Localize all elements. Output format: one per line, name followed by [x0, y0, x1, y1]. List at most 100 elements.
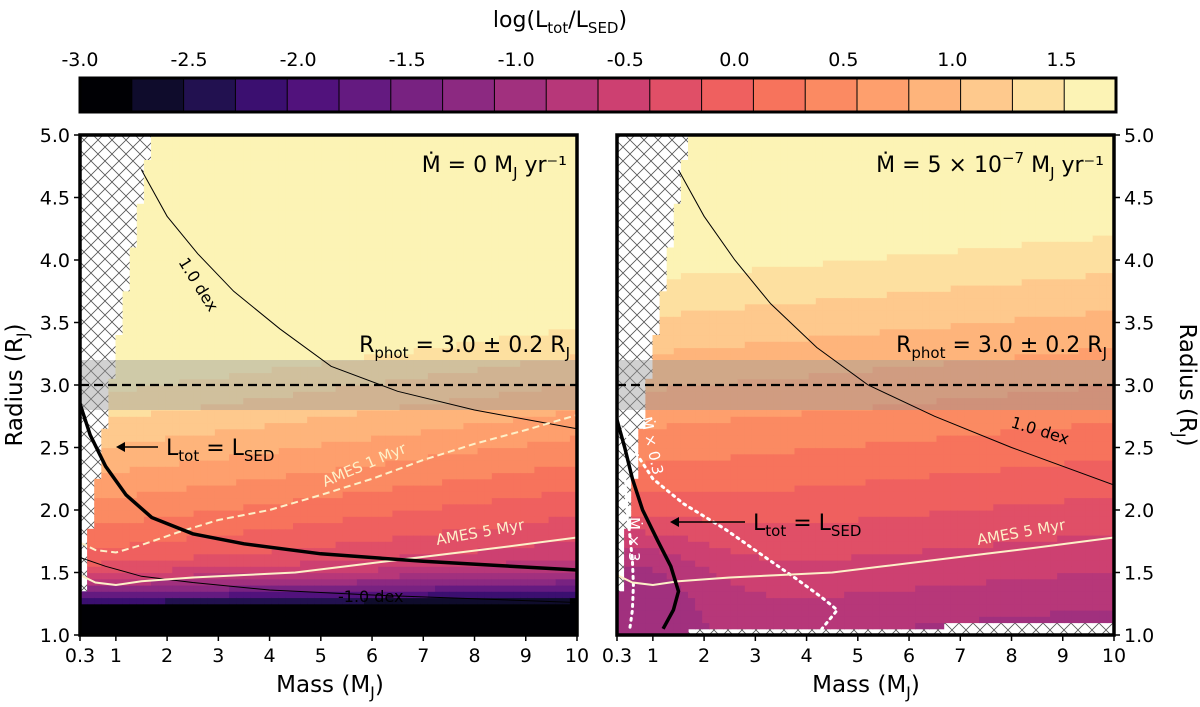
field-cell: [385, 172, 393, 180]
field-cell: [463, 597, 472, 605]
field-cell: [378, 291, 386, 299]
field-cell: [186, 553, 195, 561]
field-cell: [356, 510, 365, 517]
field-cell: [314, 372, 322, 380]
field-cell: [513, 172, 521, 180]
field-cell: [477, 441, 486, 449]
field-cell: [449, 428, 457, 436]
field-cell: [456, 141, 464, 149]
field-cell: [307, 160, 315, 167]
field-cell: [484, 166, 493, 174]
field-cell: [335, 160, 344, 167]
field-cell: [463, 572, 472, 580]
field-cell: [506, 597, 514, 605]
field-cell: [285, 460, 294, 467]
field-cell: [520, 372, 528, 380]
field-cell: [470, 572, 479, 580]
field-cell: [285, 141, 294, 149]
field-cell: [399, 503, 408, 511]
field-cell: [449, 466, 457, 474]
field-cell: [477, 347, 486, 355]
field-cell: [143, 541, 152, 549]
field-cell: [229, 222, 237, 230]
field-cell: [506, 210, 514, 217]
field-cell: [151, 235, 159, 242]
field-cell: [534, 603, 543, 611]
field-cell: [399, 297, 408, 305]
field-cell: [307, 335, 315, 342]
field-cell: [470, 366, 479, 374]
field-cell: [94, 478, 102, 486]
field-cell: [222, 535, 230, 542]
field-cell: [406, 416, 415, 424]
field-cell: [300, 616, 308, 624]
field-cell: [243, 622, 251, 630]
field-cell: [392, 603, 401, 611]
field-cell: [321, 235, 330, 242]
field-cell: [456, 247, 464, 255]
field-cell: [158, 422, 166, 430]
colorbar-tick-label: -3.0: [61, 49, 98, 71]
field-cell: [307, 591, 315, 599]
field-cell: [151, 472, 159, 480]
field-cell: [392, 185, 401, 192]
field-cell: [108, 566, 117, 574]
field-cell: [143, 166, 152, 174]
field-cell: [520, 272, 528, 280]
field-cell: [442, 260, 450, 267]
field-cell: [243, 560, 251, 567]
field-cell: [122, 403, 131, 411]
field-cell: [172, 272, 180, 280]
field-cell: [214, 360, 223, 367]
field-cell: [420, 247, 429, 255]
field-cell: [278, 560, 287, 567]
field-cell: [449, 372, 457, 380]
field-cell: [449, 516, 457, 524]
field-cell: [271, 516, 280, 524]
field-cell: [498, 191, 507, 199]
field-cell: [314, 160, 322, 167]
field-cell: [222, 360, 230, 367]
field-cell: [115, 591, 124, 599]
field-cell: [136, 528, 145, 536]
field-cell: [435, 303, 443, 311]
field-cell: [456, 510, 464, 517]
field-cell: [463, 410, 472, 417]
field-cell: [335, 260, 344, 267]
field-cell: [427, 241, 436, 249]
field-cell: [520, 285, 528, 292]
field-cell: [491, 222, 500, 230]
field-cell: [300, 197, 308, 205]
field-cell: [314, 522, 322, 530]
field-cell: [207, 516, 216, 524]
field-cell: [243, 522, 251, 530]
field-cell: [214, 153, 223, 161]
field-cell: [236, 503, 244, 511]
field-cell: [449, 460, 457, 467]
field-cell: [527, 485, 535, 492]
field-cell: [193, 447, 202, 455]
field-cell: [541, 178, 550, 186]
field-cell: [136, 447, 145, 455]
field-cell: [115, 335, 124, 342]
field-cell: [385, 341, 393, 349]
field-cell: [193, 578, 202, 586]
field-cell: [87, 591, 95, 599]
field-cell: [179, 447, 188, 455]
field-cell: [122, 560, 131, 567]
field-cell: [278, 222, 287, 230]
field-cell: [250, 310, 259, 317]
field-cell: [541, 410, 550, 417]
field-cell: [143, 360, 152, 367]
field-cell: [399, 241, 408, 249]
field-cell: [328, 185, 337, 192]
field-cell: [200, 191, 209, 199]
field-cell: [456, 453, 464, 461]
field-cell: [314, 516, 322, 524]
field-cell: [222, 422, 230, 430]
field-cell: [506, 272, 514, 280]
field-cell: [314, 466, 322, 474]
field-cell: [321, 241, 330, 249]
field-cell: [307, 553, 315, 561]
field-cell: [193, 597, 202, 605]
